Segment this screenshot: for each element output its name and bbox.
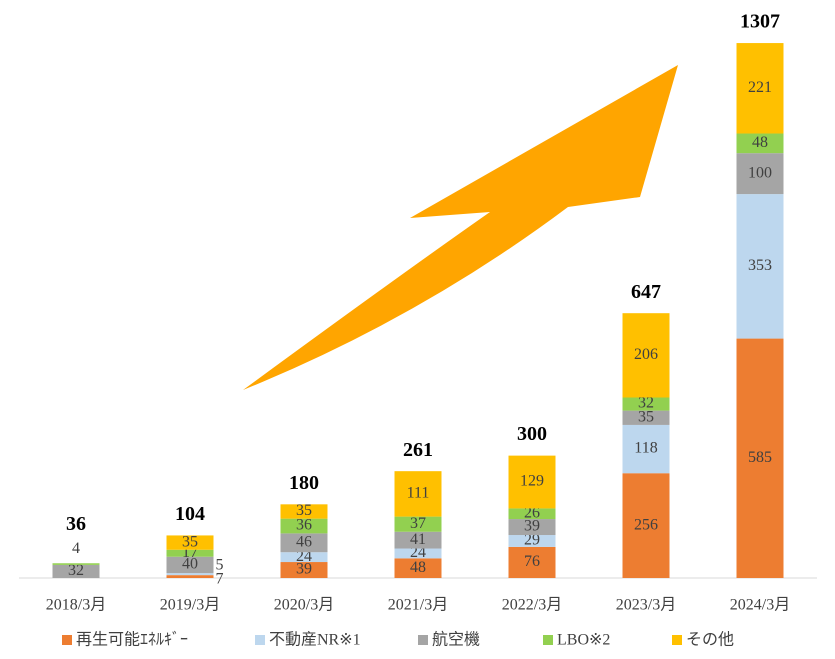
value-label: 206 [634, 346, 658, 363]
bar-segment [280, 518, 328, 534]
x-tick-label: 2018/3月 [46, 597, 106, 614]
x-tick-label: 2022/3月 [502, 597, 562, 614]
bar-segment [508, 535, 556, 547]
x-tick-label: 2020/3月 [274, 597, 334, 614]
bar-segment [622, 473, 670, 578]
bar-segment [394, 558, 442, 578]
value-label: 256 [634, 516, 658, 533]
legend-swatch [543, 635, 553, 645]
value-label: 129 [520, 473, 544, 490]
total-label: 180 [289, 472, 319, 494]
legend-swatch [255, 635, 265, 645]
value-label: 221 [748, 79, 772, 96]
legend-label: 再生可能ｴﾈﾙｷﾞｰ [76, 631, 188, 649]
bar-segment [166, 573, 214, 576]
legend-swatch [672, 635, 682, 645]
bar-segment [166, 556, 214, 574]
value-label: 585 [748, 449, 772, 466]
value-label: 35 [296, 502, 312, 519]
legend-label: その他 [686, 631, 734, 649]
bar-segment [508, 508, 556, 520]
bar-segment [394, 531, 442, 549]
value-label: 5 [216, 557, 224, 574]
x-tick-label: 2021/3月 [388, 597, 448, 614]
bar-segment [736, 194, 784, 339]
bar-segment [736, 133, 784, 154]
x-tick-label: 2024/3月 [730, 597, 790, 614]
value-label: 7 [216, 571, 224, 588]
bar-segment [394, 548, 442, 559]
value-label: 353 [748, 257, 772, 274]
bar-segment [280, 504, 328, 519]
total-label: 261 [403, 439, 433, 461]
value-label: 35 [182, 533, 198, 550]
value-label: 76 [524, 553, 540, 570]
total-label: 1307 [740, 11, 780, 33]
bar-segment [52, 564, 100, 578]
value-label: 26 [524, 504, 540, 521]
bar-segment [736, 338, 784, 578]
value-label: 46 [296, 533, 312, 550]
bar-segment [622, 410, 670, 425]
bar-segment [166, 549, 214, 557]
legend-label: 航空機 [432, 631, 480, 649]
bar-segment [508, 519, 556, 536]
value-label: 32 [638, 395, 654, 412]
bar-segment [394, 471, 442, 517]
value-label: 111 [407, 485, 430, 502]
value-label: 4 [72, 540, 80, 557]
value-label: 39 [296, 561, 312, 578]
total-label: 647 [631, 281, 661, 303]
value-label: 40 [182, 556, 198, 573]
legend-label: 不動産NR※1 [269, 631, 361, 649]
total-label: 36 [66, 513, 86, 535]
bar-segment [508, 546, 556, 578]
growth-arrow [243, 65, 678, 390]
value-label: 35 [638, 408, 654, 425]
value-label: 39 [524, 518, 540, 535]
bar-segment [622, 397, 670, 411]
legend-swatch [62, 635, 72, 645]
bar-segment [736, 153, 784, 195]
legend-swatch [418, 635, 428, 645]
x-tick-label: 2023/3月 [616, 597, 676, 614]
bar-segment [166, 575, 214, 578]
total-label: 104 [175, 503, 205, 525]
bar-segment [52, 563, 100, 565]
x-tick-label: 2019/3月 [160, 597, 220, 614]
value-label: 36 [296, 517, 312, 534]
bar-segment [508, 455, 556, 509]
bar-segment [280, 533, 328, 553]
bar-segment [166, 535, 214, 550]
value-label: 48 [410, 559, 426, 576]
bar-segment [736, 43, 784, 134]
bar-segment [622, 424, 670, 474]
value-label: 118 [634, 440, 657, 457]
bar-segment [280, 552, 328, 563]
value-label: 48 [752, 134, 768, 151]
bar-segment [280, 562, 328, 578]
value-label: 100 [748, 164, 772, 181]
value-label: 41 [410, 531, 426, 548]
value-label: 32 [68, 562, 84, 579]
value-label: 29 [524, 532, 540, 549]
legend-label: LBO※2 [557, 632, 610, 649]
bar-segment [622, 313, 670, 398]
total-label: 300 [517, 423, 547, 445]
bar-segment [394, 516, 442, 532]
value-label: 37 [410, 515, 426, 532]
